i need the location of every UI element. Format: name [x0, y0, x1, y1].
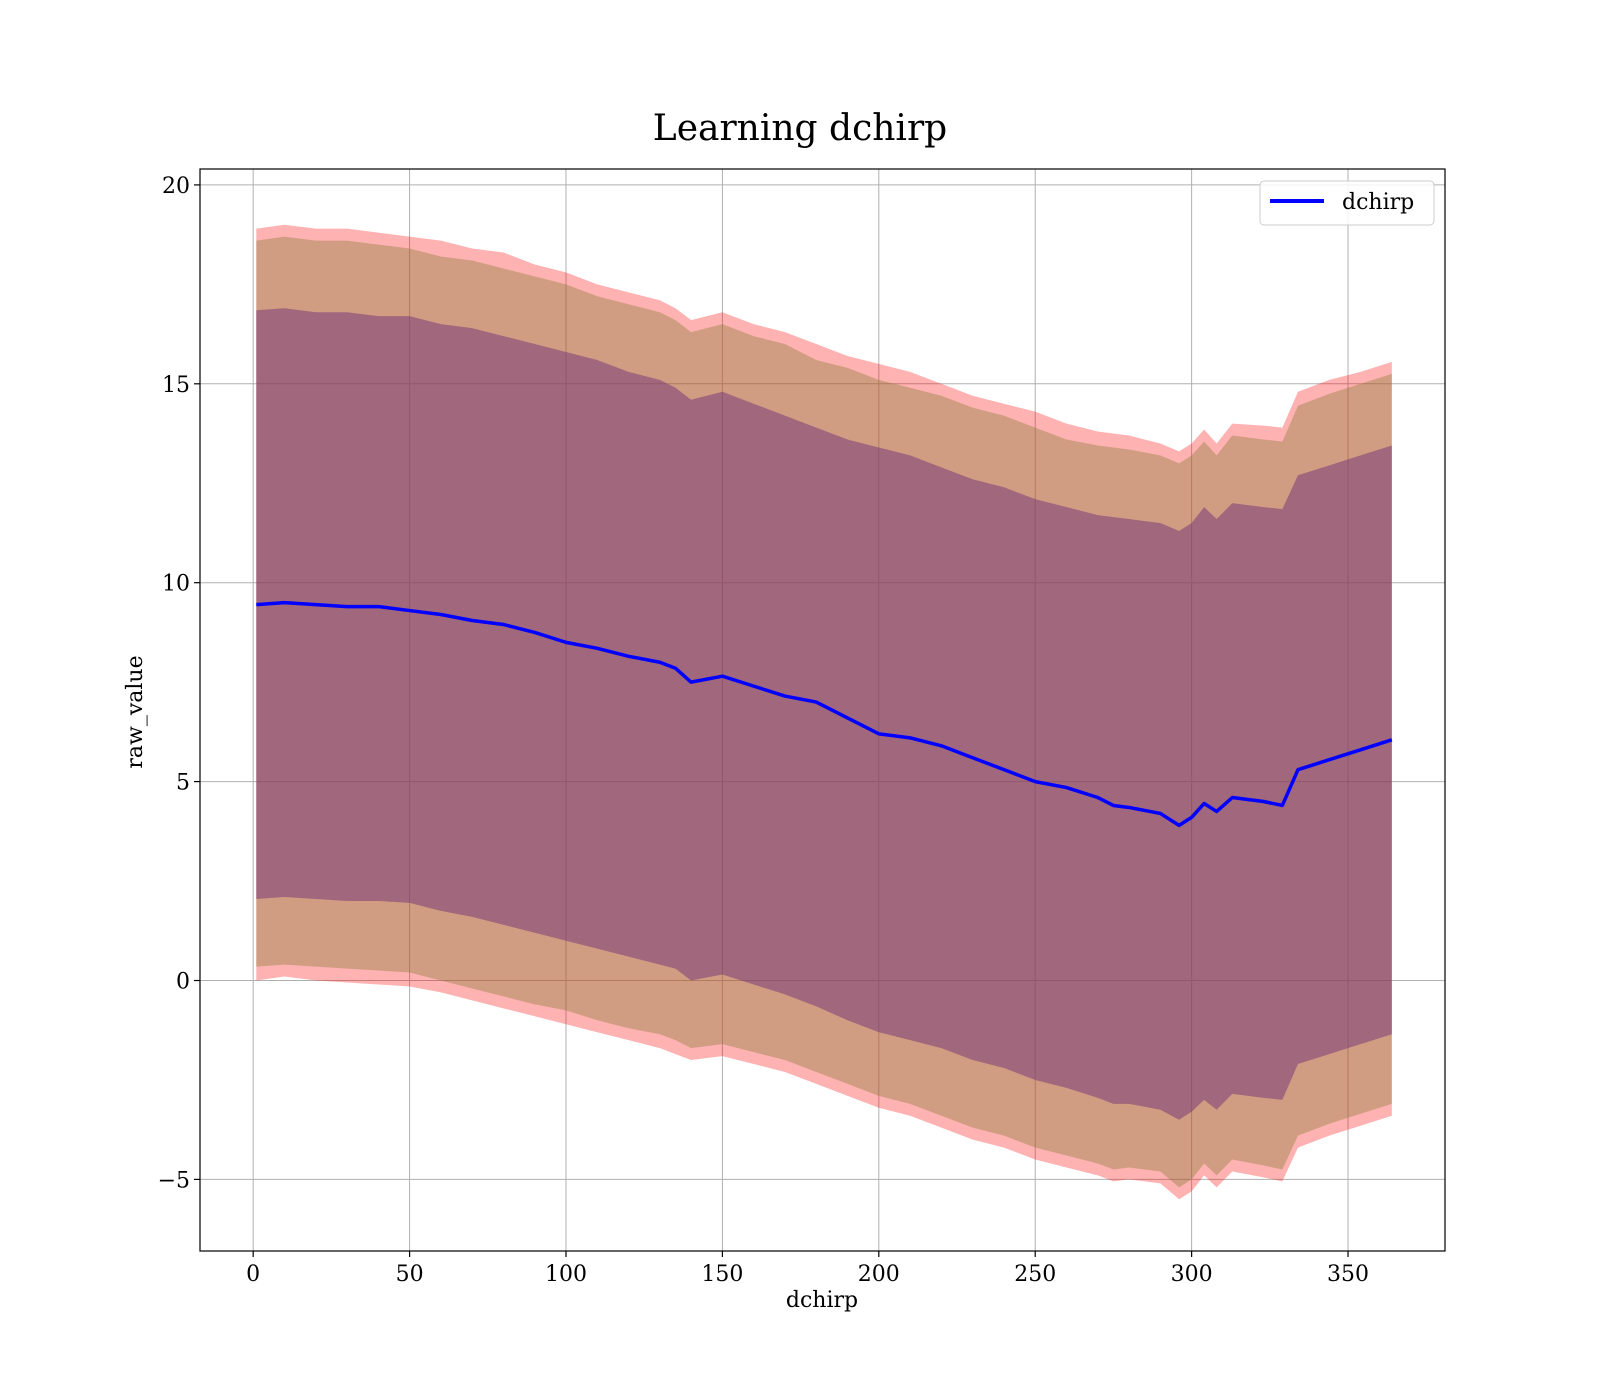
x-axis-label: dchirp: [786, 1288, 858, 1313]
y-tick-label: 5: [176, 771, 190, 796]
series-lines: [256, 600, 1393, 828]
y-tick-label: 15: [162, 373, 190, 398]
y-tick-label: 10: [162, 572, 190, 597]
x-tick-label: 350: [1327, 1262, 1369, 1287]
y-axis-label: raw_value: [123, 655, 148, 768]
legend-label: dchirp: [1342, 190, 1414, 215]
x-tick-label: 200: [858, 1262, 900, 1287]
y-tick-label: −5: [158, 1168, 190, 1193]
plot-frame: [199, 168, 1446, 1252]
x-tick-label: 100: [545, 1262, 587, 1287]
x-tick-label: 0: [246, 1262, 260, 1287]
series-line-dchirp: [256, 600, 1393, 828]
y-axis-ticks: −5 0 5 10 15 20: [158, 174, 200, 1193]
x-tick-label: 250: [1014, 1262, 1056, 1287]
y-tick-label: 20: [162, 174, 190, 199]
legend: dchirp: [1259, 180, 1435, 226]
chart-title: Learning dchirp: [653, 108, 947, 149]
inner-band: [256, 308, 1392, 1120]
x-tick-label: 300: [1171, 1262, 1213, 1287]
x-tick-label: 150: [701, 1262, 743, 1287]
legend-box: [1259, 180, 1435, 226]
y-tick-label: 0: [176, 970, 190, 995]
x-axis-ticks: 0 50 100 150 200 250 300 350: [246, 1251, 1369, 1287]
confidence-bands: [256, 224, 1392, 1200]
x-tick-label: 50: [396, 1262, 424, 1287]
